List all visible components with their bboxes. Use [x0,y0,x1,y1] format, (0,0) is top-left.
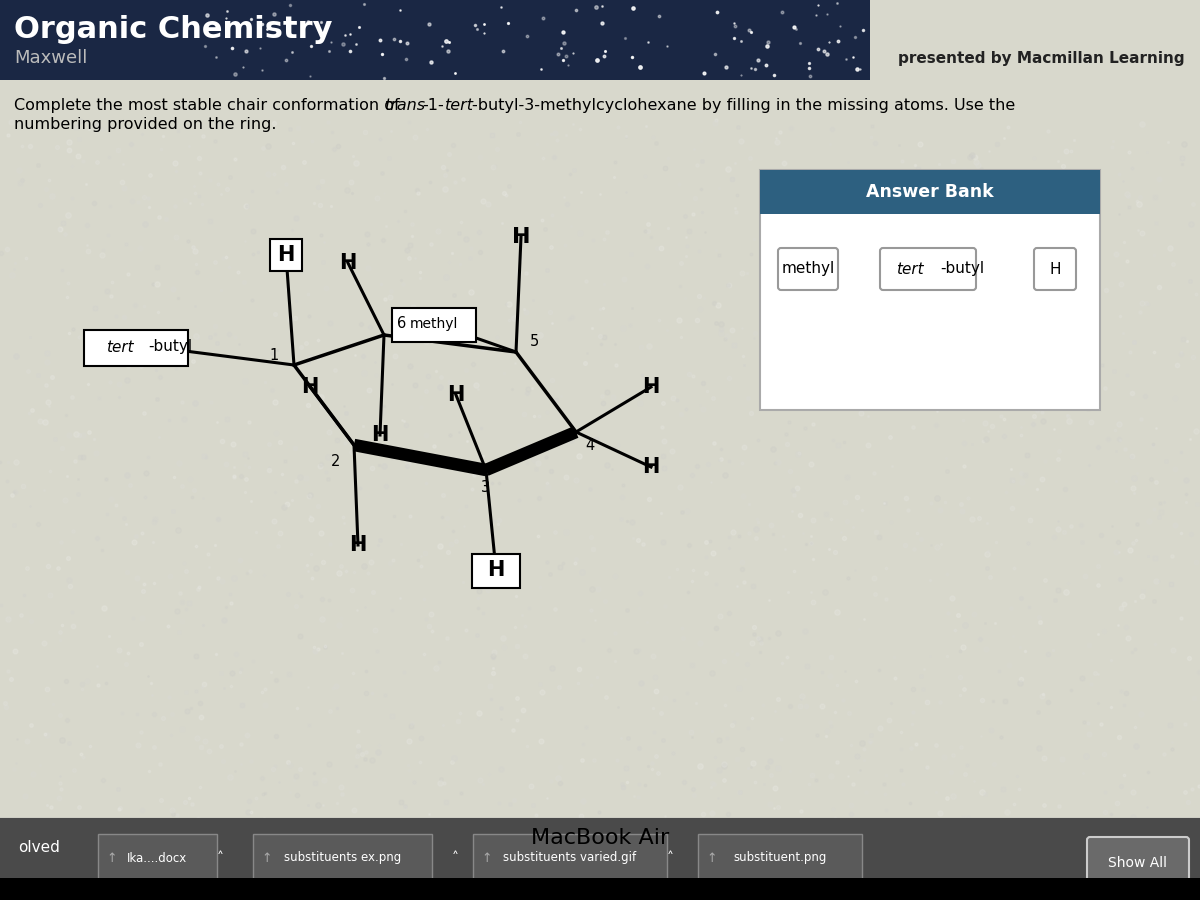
Text: H: H [487,560,505,580]
Text: Organic Chemistry: Organic Chemistry [14,15,332,44]
Text: 6: 6 [397,316,407,330]
FancyBboxPatch shape [473,834,667,890]
Text: H: H [277,245,295,265]
Text: ˄: ˄ [451,851,458,865]
Bar [760,170,1100,214]
Bar [0,818,1200,900]
Bar [0,878,1200,900]
Text: Ika....docx: Ika....docx [127,851,187,865]
Text: ↑: ↑ [481,851,492,865]
Text: trans: trans [385,98,426,113]
Text: -1-: -1- [422,98,444,113]
Text: H: H [349,535,367,555]
Text: 3: 3 [481,481,491,496]
Text: methyl: methyl [410,317,458,331]
FancyBboxPatch shape [84,330,188,366]
Text: H: H [1049,262,1061,276]
Text: 1: 1 [269,347,278,363]
Text: Show All: Show All [1109,856,1168,870]
Text: -butyl-3-methylcyclohexane by filling in the missing atoms. Use the: -butyl-3-methylcyclohexane by filling in… [472,98,1015,113]
Text: -butyl: -butyl [940,262,984,276]
Text: H: H [642,457,660,477]
FancyBboxPatch shape [1087,837,1189,889]
Text: MacBook Air: MacBook Air [530,828,670,848]
Text: H: H [301,377,319,397]
Text: substituents ex.png: substituents ex.png [284,851,401,865]
Text: H: H [642,377,660,397]
Text: 4: 4 [586,438,595,454]
FancyBboxPatch shape [698,834,862,890]
Text: presented by Macmillan Learning: presented by Macmillan Learning [899,50,1186,66]
Text: -butyl: -butyl [148,339,192,355]
FancyBboxPatch shape [880,248,976,290]
Text: 5: 5 [529,335,539,349]
Text: H: H [511,227,530,247]
Text: methyl: methyl [781,262,835,276]
Text: H: H [340,253,356,273]
Text: H: H [448,385,464,405]
Text: ↑: ↑ [707,851,718,865]
Text: tert: tert [445,98,474,113]
Text: H: H [371,425,389,445]
FancyBboxPatch shape [1034,248,1076,290]
Text: ↑: ↑ [107,851,118,865]
FancyBboxPatch shape [253,834,432,890]
FancyBboxPatch shape [98,834,217,890]
FancyBboxPatch shape [778,248,838,290]
Text: ˄: ˄ [666,851,673,865]
Text: numbering provided on the ring.: numbering provided on the ring. [14,117,276,132]
Bar [760,170,1100,410]
FancyBboxPatch shape [270,239,302,271]
Text: olved: olved [18,841,60,856]
Text: Answer Bank: Answer Bank [866,183,994,201]
FancyBboxPatch shape [472,554,520,588]
FancyBboxPatch shape [392,308,476,342]
Text: Complete the most stable chair conformation of: Complete the most stable chair conformat… [14,98,404,113]
Text: ↑: ↑ [262,851,272,865]
Text: tert: tert [896,262,924,276]
Text: 2: 2 [331,454,341,469]
Bar [0,0,870,80]
Text: Maxwell: Maxwell [14,49,88,67]
Text: substituents varied.gif: substituents varied.gif [504,851,636,865]
Text: tert: tert [106,339,134,355]
Text: ˄: ˄ [216,851,223,865]
Text: substituent.png: substituent.png [733,851,827,865]
